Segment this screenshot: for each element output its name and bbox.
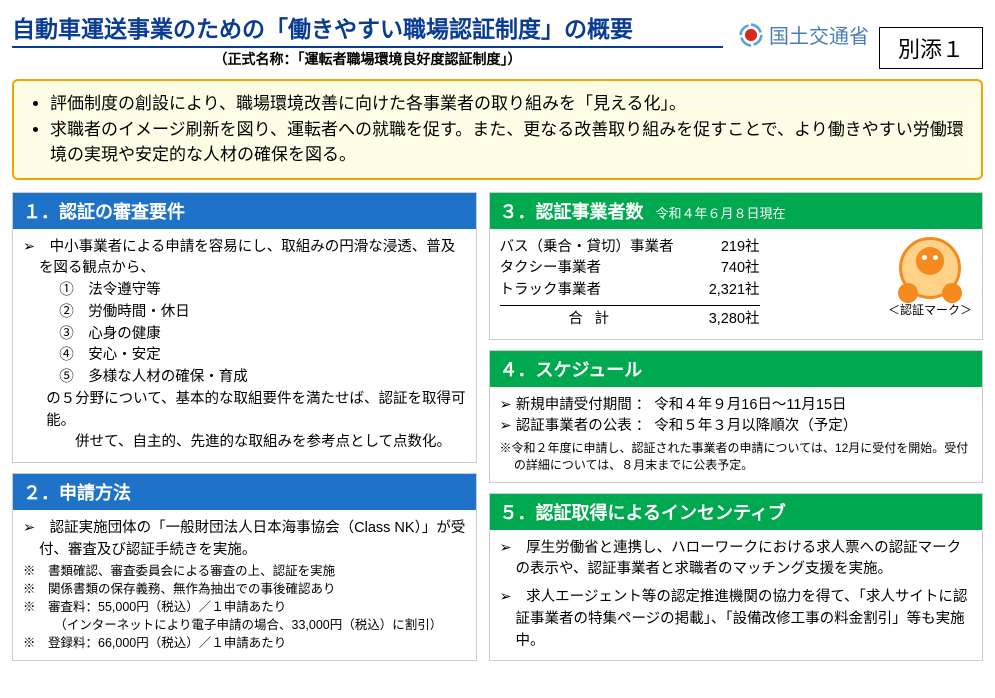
stats-row-truck: トラック事業者 2,321社 [500, 280, 760, 302]
sec5-bullet-1: ➢ 厚生労働省と連携し、ハローワークにおける求人票への認証マークの表示や、認証事… [500, 538, 972, 582]
sec1-tail-1: の５分野について、基本的な取組要件を満たせば、認証を取得可能。 [23, 389, 466, 433]
stats-bus-label: バス（乗合・貸切）事業者 [500, 237, 690, 259]
section-2: ２．申請方法 ➢ 認証実施団体の「一般財団法人日本海事協会（Class NK）」… [12, 473, 477, 661]
section-2-body: ➢ 認証実施団体の「一般財団法人日本海事協会（Class NK）」が受付、審査及… [13, 510, 476, 660]
stats-taxi-label: タクシー事業者 [500, 258, 690, 280]
mark-caption: ＜認証マーク＞ [888, 301, 972, 319]
stats-row-taxi: タクシー事業者 740社 [500, 258, 760, 280]
section-4-body: ➢ 新規申請受付期間 ： 令和４年９月16日～11月15日 ➢ 認証事業者の公表… [490, 387, 982, 482]
section-5-body: ➢ 厚生労働省と連携し、ハローワークにおける求人票への認証マークの表示や、認証事… [490, 530, 982, 661]
section-1-body: ➢ 中小事業者による申請を容易にし、取組みの円滑な浸透、普及を図る観点から、 ①… [13, 229, 476, 463]
stats-row-bus: バス（乗合・貸切）事業者 219社 [500, 237, 760, 259]
sec2-lead: ➢ 認証実施団体の「一般財団法人日本海事協会（Class NK）」が受付、審査及… [23, 518, 466, 562]
sec1-lead: ➢ 中小事業者による申請を容易にし、取組みの円滑な浸透、普及を図る観点から、 [23, 237, 466, 281]
stats-total-value: 3,280社 [690, 309, 760, 331]
sec4-note: ※令和２年度に申請し、認証された事業者の申請については、12月に受付を開始。受付… [500, 440, 972, 474]
page-subtitle: （正式名称：「運転者職場環境良好度認証制度」） [12, 49, 723, 69]
attachment-label: 別添１ [879, 27, 983, 69]
ministry-name: 国土交通省 [769, 20, 869, 49]
sec1-item-5: ⑤ 多様な人材の確保・育成 [23, 367, 466, 389]
sec5-bullet-2: ➢ 求人エージェント等の認定推進機関の協力を得て、「求人サイトに認証事業者の特集… [500, 587, 972, 652]
sec2-note-4: ※ 登録料：66,000円（税込）／１申請あたり [23, 634, 466, 652]
sec1-tail-2: 併せて、自主的、先進的な取組みを参考点として点数化。 [23, 432, 466, 454]
section-3: ３．認証事業者数 令和４年６月８日現在 バス（乗合・貸切）事業者 219社 タク… [489, 192, 983, 340]
stats-table: バス（乗合・貸切）事業者 219社 タクシー事業者 740社 トラック事業者 2… [500, 237, 760, 331]
section-4-header: ４．スケジュール [490, 351, 982, 387]
sec1-item-3: ③ 心身の健康 [23, 324, 466, 346]
header-row: 自動車運送事業のための「働きやすい職場認証制度」の概要 （正式名称：「運転者職場… [12, 10, 983, 69]
sec2-note-1: ※ 書類確認、審査委員会による審査の上、認証を実施 [23, 562, 466, 580]
sec1-item-4: ④ 安心・安定 [23, 345, 466, 367]
stats-truck-label: トラック事業者 [500, 280, 690, 302]
left-column: １．認証の審査要件 ➢ 中小事業者による申請を容易にし、取組みの円滑な浸透、普及… [12, 192, 477, 662]
sec2-note-2: ※ 関係書類の保存義務、無作為抽出での事後確認あり [23, 580, 466, 598]
section-1: １．認証の審査要件 ➢ 中小事業者による申請を容易にし、取組みの円滑な浸透、普及… [12, 192, 477, 464]
sec1-item-1: ① 法令遵守等 [23, 280, 466, 302]
mlit-logo-icon [738, 22, 764, 48]
stats-bus-value: 219社 [690, 237, 760, 259]
ministry-logo-area: 国土交通省 [738, 20, 869, 49]
sec2-note-3-sub: （インターネットにより電子申請の場合、33,000円（税込）に割引） [23, 616, 466, 634]
sec2-notes: ※ 書類確認、審査委員会による審査の上、認証を実施 ※ 関係書類の保存義務、無作… [23, 562, 466, 653]
stats-row-total: 合計 3,280社 [500, 305, 760, 331]
section-1-header: １．認証の審査要件 [13, 193, 476, 229]
section-4: ４．スケジュール ➢ 新規申請受付期間 ： 令和４年９月16日～11月15日 ➢… [489, 350, 983, 483]
certification-mark-area: ＜認証マーク＞ [888, 237, 972, 331]
page-title: 自動車運送事業のための「働きやすい職場認証制度」の概要 [12, 10, 723, 48]
right-column: ３．認証事業者数 令和４年６月８日現在 バス（乗合・貸切）事業者 219社 タク… [489, 192, 983, 662]
intro-bullet-1: 評価制度の創設により、職場環境改善に向けた各事業者の取り組みを「見える化」。 [50, 91, 967, 117]
stats-truck-value: 2,321社 [690, 280, 760, 302]
sec1-item-2: ② 労働時間・休日 [23, 302, 466, 324]
columns: １．認証の審査要件 ➢ 中小事業者による申請を容易にし、取組みの円滑な浸透、普及… [12, 192, 983, 662]
certification-mark-icon [894, 237, 966, 299]
section-3-header: ３．認証事業者数 令和４年６月８日現在 [490, 193, 982, 229]
section-5-header: ５．認証取得によるインセンティブ [490, 494, 982, 530]
stats-taxi-value: 740社 [690, 258, 760, 280]
section-2-header: ２．申請方法 [13, 474, 476, 510]
sec2-note-3: ※ 審査料：55,000円（税込）／１申請あたり [23, 598, 466, 616]
sec3-title: ３．認証事業者数 [500, 198, 644, 224]
intro-bullet-2: 求職者のイメージ刷新を図り、運転者への就職を促す。また、更なる改善取り組みを促す… [50, 117, 967, 168]
title-area: 自動車運送事業のための「働きやすい職場認証制度」の概要 （正式名称：「運転者職場… [12, 10, 723, 69]
section-5: ５．認証取得によるインセンティブ ➢ 厚生労働省と連携し、ハローワークにおける求… [489, 493, 983, 662]
intro-box: 評価制度の創設により、職場環境改善に向けた各事業者の取り組みを「見える化」。 求… [12, 79, 983, 180]
sec3-date: 令和４年６月８日現在 [656, 203, 786, 222]
section-3-body: バス（乗合・貸切）事業者 219社 タクシー事業者 740社 トラック事業者 2… [490, 229, 982, 339]
sec4-line-1: ➢ 新規申請受付期間 ： 令和４年９月16日～11月15日 [500, 395, 972, 417]
stats-total-label: 合計 [500, 309, 690, 331]
sec4-line-2: ➢ 認証事業者の公表 ： 令和５年３月以降順次（予定） [500, 416, 972, 438]
